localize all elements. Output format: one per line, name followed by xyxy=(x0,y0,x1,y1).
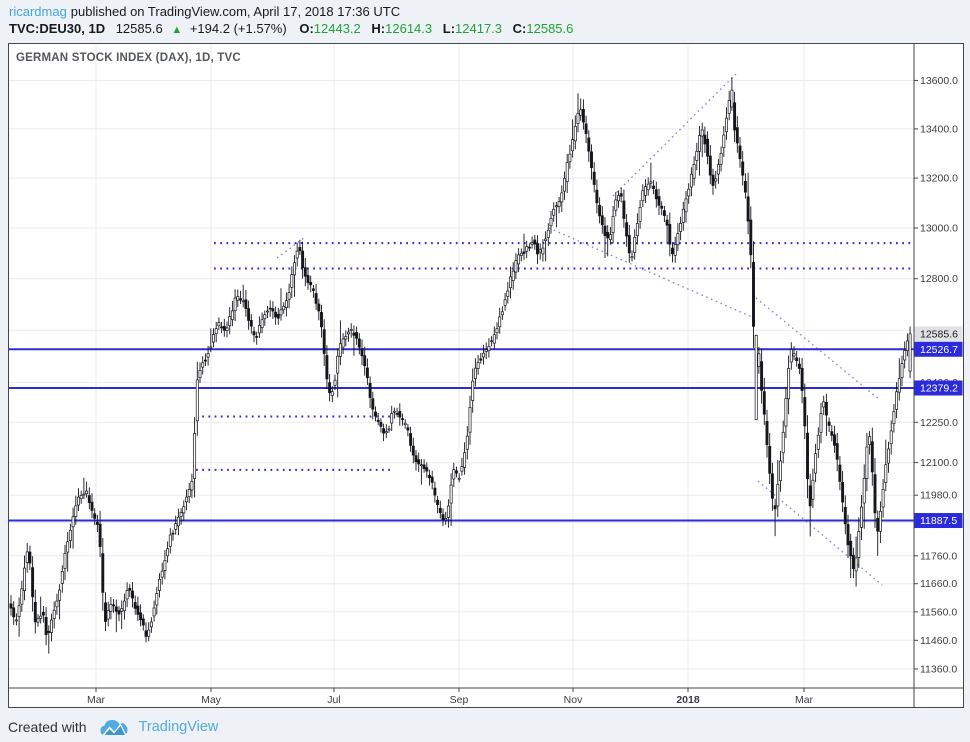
last-price-value: 12585.6 xyxy=(115,21,163,36)
price-line-badge xyxy=(914,380,963,396)
time-axis-label: Nov xyxy=(564,694,583,706)
time-axis-label: Jul xyxy=(327,694,340,706)
price-line-badge xyxy=(914,513,963,529)
time-axis-label: Mar xyxy=(87,694,106,706)
trendline-january-rising xyxy=(612,71,739,197)
time-axis-label: Mar xyxy=(795,694,814,706)
chart-background xyxy=(9,44,963,707)
published-text: published on TradingView.com, April 17, … xyxy=(70,4,401,19)
time-axis-label: 2018 xyxy=(676,694,700,706)
price-axis-label: 12100.0 xyxy=(920,457,958,469)
dotted-level-lines xyxy=(196,242,914,471)
close-value: 12585.6 xyxy=(526,21,574,36)
time-axis-label: May xyxy=(201,694,222,706)
price-axis-label: 13600.0 xyxy=(920,75,958,87)
price-axis-label: 13200.0 xyxy=(920,173,958,185)
tradingview-logo-icon xyxy=(100,719,128,735)
high-label: H: xyxy=(371,21,386,36)
price-axis-label: 11360.0 xyxy=(920,663,957,675)
open-label: O: xyxy=(299,21,314,36)
trendline-long-descending xyxy=(548,227,753,318)
chart-frame: 13600.013400.013200.013000.012800.012400… xyxy=(8,43,964,708)
candlesticks xyxy=(9,77,912,654)
time-axis-label: Sep xyxy=(450,694,469,706)
author-link[interactable]: ricardmag xyxy=(9,4,67,19)
price-chart-canvas[interactable]: 13600.013400.013200.013000.012800.012400… xyxy=(9,44,963,707)
price-axis-label: 12800.0 xyxy=(920,273,958,285)
low-label: L: xyxy=(442,21,456,36)
time-axis[interactable]: Mar May Jul Sep Nov 2018 Mar xyxy=(87,688,814,706)
price-axis-label: 13000.0 xyxy=(920,222,958,234)
price-axis-label: 11660.0 xyxy=(920,578,957,590)
price-axis-label: 12585.6 xyxy=(920,328,958,340)
attribution-footer: Created with TradingView xyxy=(8,714,218,740)
ticker-readout-line: TVC:DEU30, 1D 12585.6 ▲ +194.2 (+1.57%) … xyxy=(9,21,580,36)
created-with-text: Created with xyxy=(8,719,87,735)
price-axis-label: 12526.7 xyxy=(920,344,958,356)
price-axis-label: 11887.5 xyxy=(920,515,957,527)
symbol-interval-label: TVC:DEU30, 1D xyxy=(9,21,106,36)
up-triangle-icon: ▲ xyxy=(171,24,183,36)
price-line-badge xyxy=(914,341,963,357)
price-axis-label: 11980.0 xyxy=(920,490,957,502)
tradingview-brand-link[interactable]: TradingView xyxy=(138,719,219,735)
price-axis[interactable]: 13600.013400.013200.013000.012800.012400… xyxy=(914,75,963,676)
trendline-may-june-rising xyxy=(276,237,305,259)
price-axis-label: 13400.0 xyxy=(920,123,958,135)
price-axis-label: 12250.0 xyxy=(920,417,958,429)
price-axis-label: 11560.0 xyxy=(920,606,957,618)
last-price-axis-label xyxy=(914,326,963,342)
horizontal-price-lines xyxy=(9,348,914,522)
close-label: C: xyxy=(512,21,527,36)
price-axis-label: 12379.2 xyxy=(920,383,958,395)
price-axis-label: 11760.0 xyxy=(920,550,957,562)
price-axis-label: 11460.0 xyxy=(920,635,957,647)
publish-info-line: ricardmag published on TradingView.com, A… xyxy=(9,4,400,19)
chart-legend: GERMAN STOCK INDEX (DAX), 1D, TVC xyxy=(16,52,241,64)
change-value: +194.2 (+1.57%) xyxy=(189,21,287,36)
low-value: 12417.3 xyxy=(455,21,503,36)
trendline-channel-upper-descending xyxy=(755,297,881,401)
high-value: 12614.3 xyxy=(385,21,433,36)
open-value: 12443.2 xyxy=(313,21,361,36)
